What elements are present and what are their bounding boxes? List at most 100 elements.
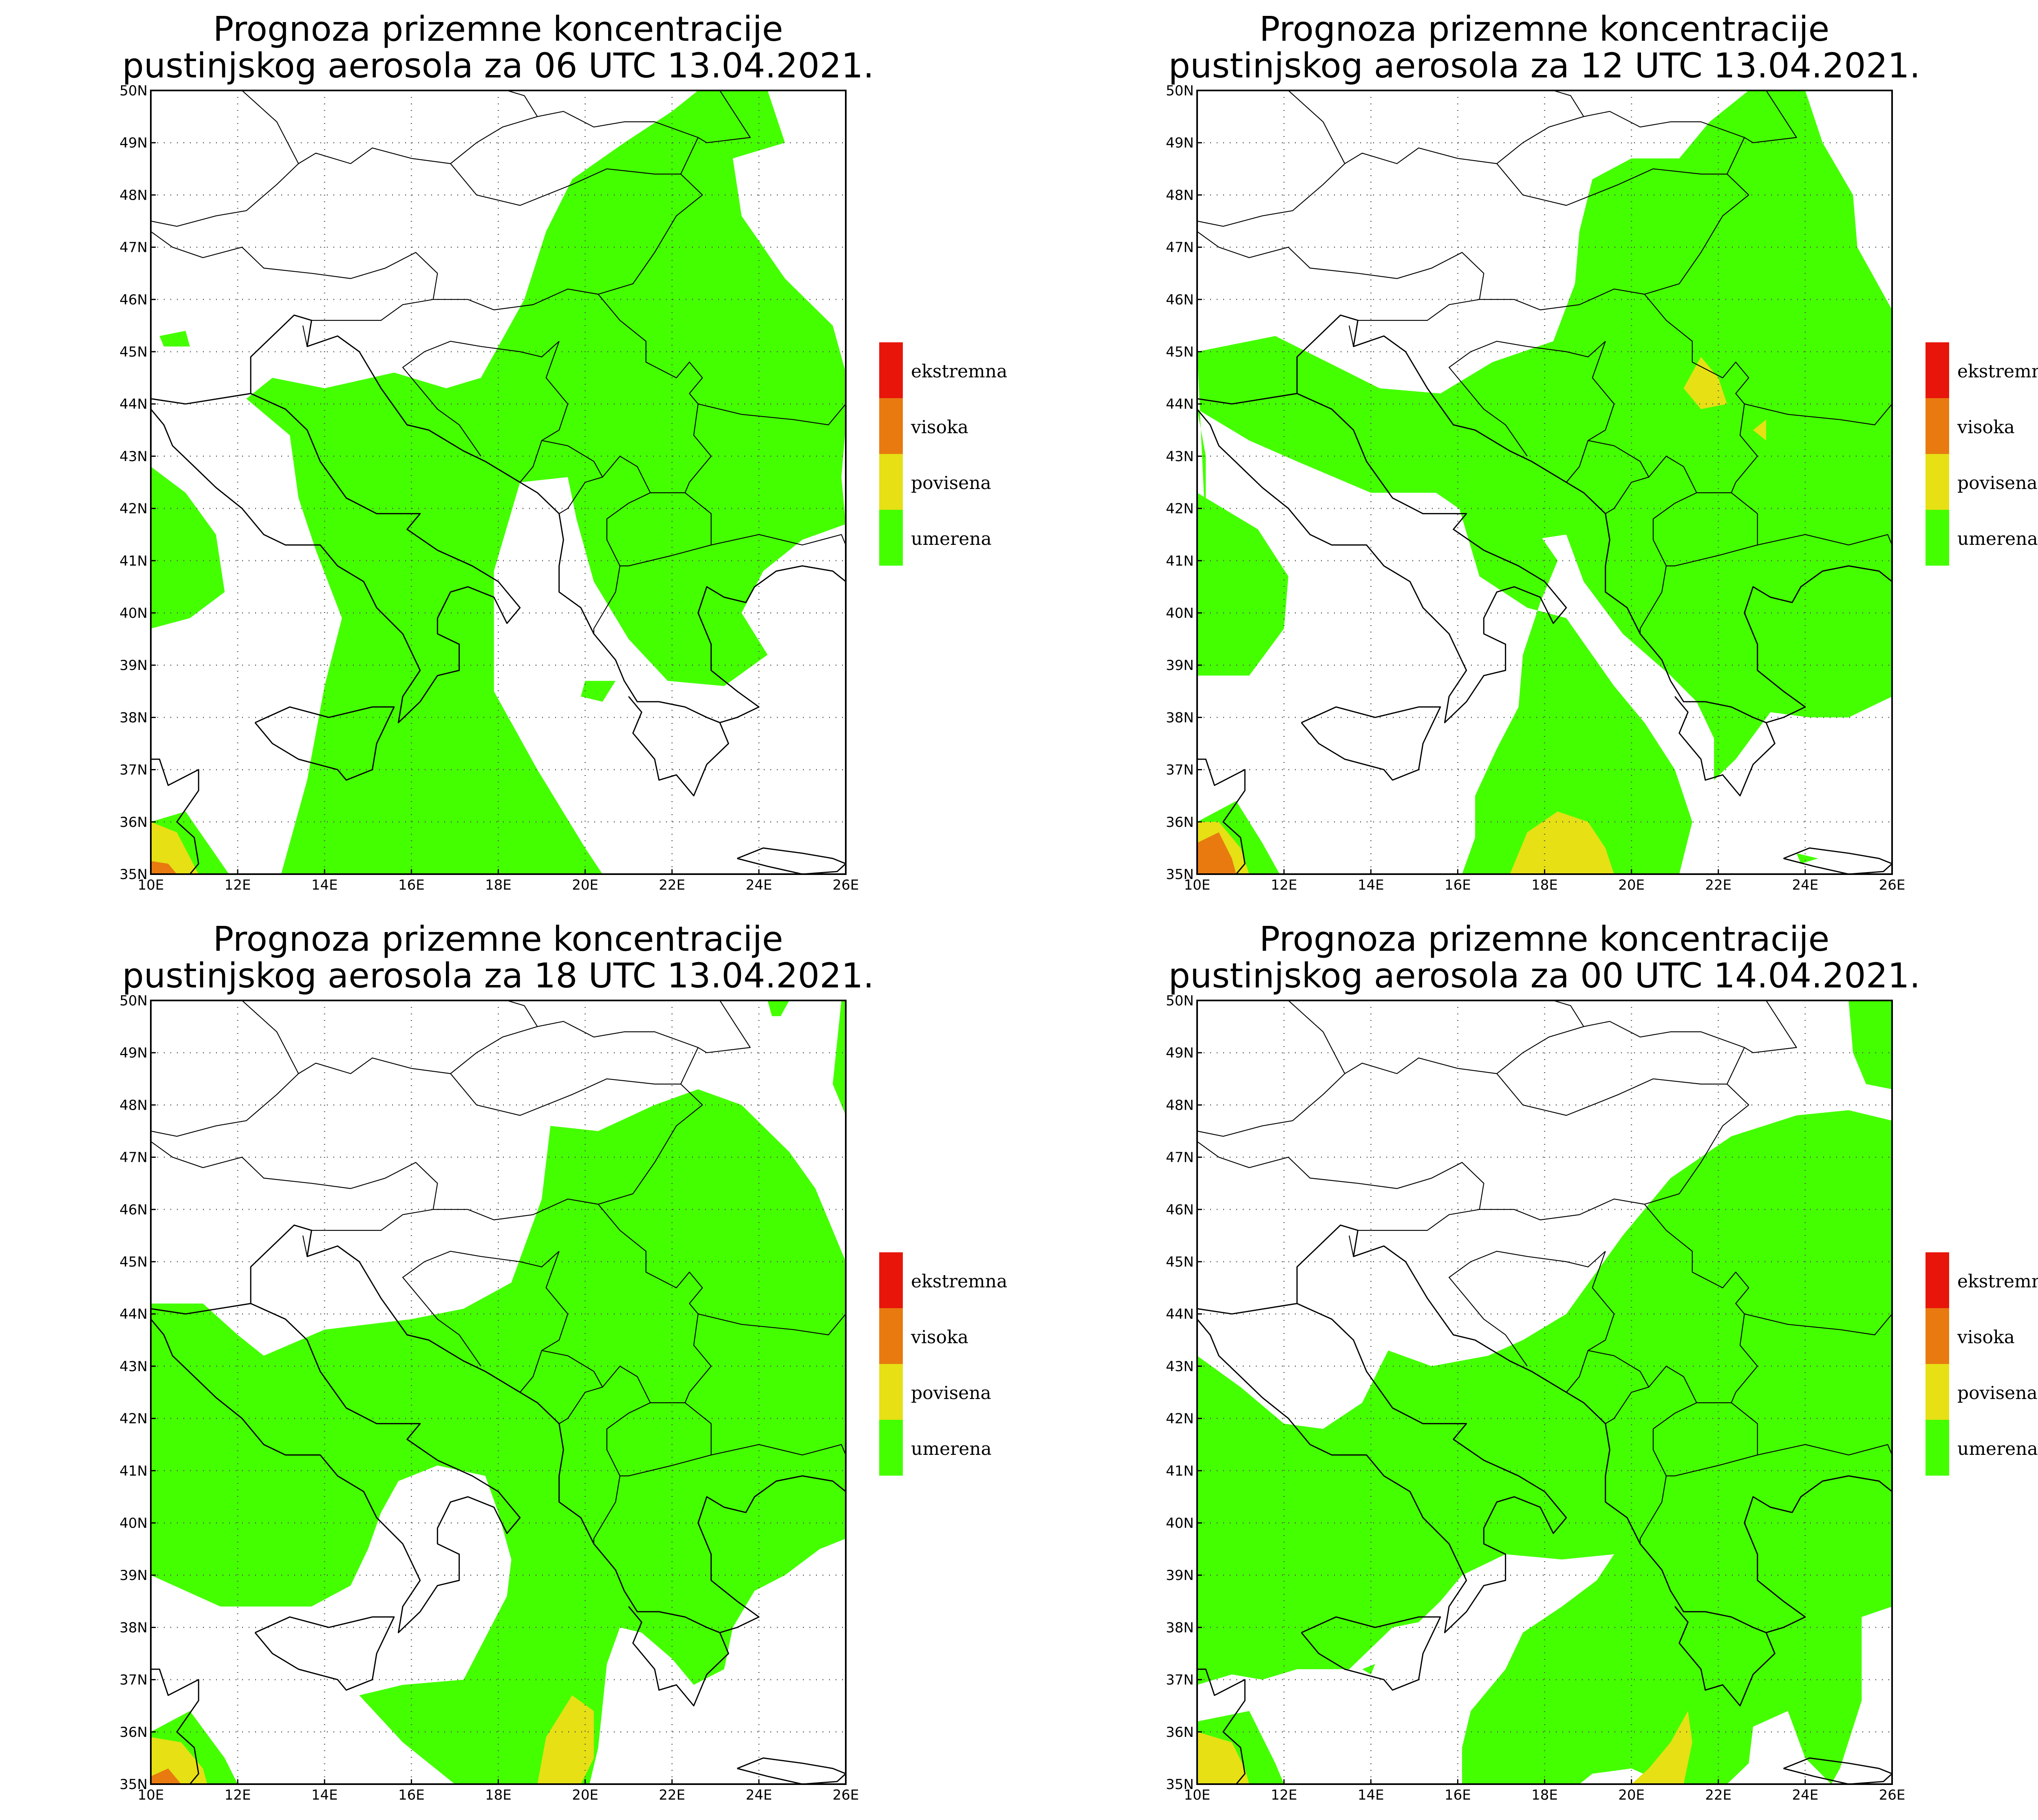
country-border	[1448, 341, 1606, 457]
map-area	[151, 90, 846, 874]
lat-tick-label: 47N	[1166, 1150, 1194, 1166]
lat-tick-label: 44N	[119, 1306, 148, 1322]
country-border	[311, 1084, 703, 1231]
lon-tick-label: 22E	[1705, 877, 1731, 893]
lat-tick-label: 38N	[1166, 709, 1194, 726]
lat-tick-label: 46N	[119, 292, 148, 308]
lon-tick-label: 16E	[398, 1787, 425, 1803]
coastline	[1197, 758, 1246, 874]
field-umerena	[581, 681, 616, 702]
field-povisena	[1197, 1732, 1249, 1784]
country-border	[151, 231, 438, 300]
legend-label-povisena: povisena	[1957, 1383, 2038, 1404]
panel-title-line1: Prognoza prizemne koncentracije	[213, 919, 783, 959]
country-border	[711, 534, 846, 546]
country-border	[311, 174, 703, 321]
lon-tick-label: 12E	[225, 1787, 251, 1803]
lat-tick-label: 48N	[1166, 187, 1194, 203]
country-border	[1644, 1204, 1749, 1314]
legend-label-ekstremna: ekstremna	[911, 361, 1007, 382]
lat-tick-label: 46N	[1166, 292, 1194, 308]
lon-tick-label: 24E	[1792, 1787, 1819, 1803]
lat-tick-label: 39N	[119, 1567, 148, 1584]
legend-label-visoka: visoka	[1957, 1327, 2015, 1348]
lat-tick-label: 36N	[1166, 1724, 1194, 1741]
country-border	[684, 404, 712, 493]
country-border	[1348, 325, 1354, 347]
legend-swatch-povisena	[1926, 454, 1949, 510]
lat-tick-label: 41N	[1166, 553, 1194, 569]
country-border	[242, 1000, 299, 1074]
lat-tick-label: 44N	[1166, 1306, 1194, 1322]
lon-tick-label: 20E	[572, 1787, 598, 1803]
legend-swatch-ekstremna	[879, 1252, 903, 1308]
coastline	[254, 1616, 395, 1691]
lat-tick-label: 40N	[1166, 605, 1194, 621]
legend-label-umerena: umerena	[1957, 529, 2038, 549]
legend: ekstremna visoka povisena umerena	[879, 1252, 1007, 1476]
lon-tick-label: 14E	[1358, 1787, 1384, 1803]
field-umerena	[1362, 1664, 1375, 1675]
lat-tick-label: 42N	[119, 501, 148, 517]
country-border	[1639, 1402, 1758, 1544]
lon-tick-label: 12E	[1271, 1787, 1297, 1803]
coastline	[151, 1224, 729, 1707]
legend: ekstremna visoka povisena umerena	[879, 342, 1007, 566]
country-border	[1731, 404, 1758, 493]
legend-swatch-umerena	[879, 510, 903, 566]
country-border	[1648, 456, 1697, 566]
legend-swatch-visoka	[1926, 1308, 1949, 1364]
coastline	[1301, 706, 1441, 781]
country-border	[1744, 90, 1797, 143]
legend-swatch-povisena	[1926, 1364, 1949, 1420]
lat-tick-label: 45N	[119, 344, 148, 360]
lon-tick-label: 24E	[1792, 877, 1819, 893]
country-border	[1648, 1366, 1697, 1476]
country-border	[698, 90, 751, 143]
field-povisena	[1683, 357, 1727, 409]
legend-swatch-umerena	[1926, 1420, 1949, 1476]
legend-label-ekstremna: ekstremna	[1957, 1271, 2038, 1292]
country-border	[1757, 534, 1892, 546]
panel-title-line1: Prognoza prizemne koncentracije	[213, 9, 783, 49]
lat-tick-label: 49N	[1166, 1045, 1194, 1061]
panel-title-line2: pustinjskog aerosola za 06 UTC 13.04.202…	[122, 46, 874, 86]
lat-tick-label: 50N	[1166, 83, 1194, 99]
country-border	[1358, 1084, 1749, 1231]
legend: ekstremna visoka povisena umerena	[1926, 1252, 2038, 1476]
lat-tick-label: 38N	[1166, 1619, 1194, 1636]
lon-tick-label: 16E	[1445, 1787, 1471, 1803]
field-umerena	[1848, 1000, 1892, 1089]
field-umerena	[159, 331, 190, 347]
coastline	[1301, 1616, 1441, 1691]
field-visoka	[151, 861, 177, 874]
country-border	[598, 1204, 703, 1314]
lat-tick-label: 48N	[119, 1097, 148, 1113]
lon-tick-label: 10E	[1184, 877, 1211, 893]
country-border	[1744, 403, 1892, 425]
lat-tick-label: 37N	[1166, 1672, 1194, 1688]
lat-tick-label: 37N	[119, 762, 148, 778]
country-border	[1553, 1000, 1584, 1027]
field-umerena	[833, 1000, 846, 1115]
legend-swatch-povisena	[879, 454, 903, 510]
lat-tick-label: 41N	[119, 553, 148, 569]
lon-tick-label: 18E	[485, 1787, 512, 1803]
coastline	[151, 314, 729, 797]
lat-tick-label: 36N	[119, 814, 148, 831]
legend-swatch-visoka	[879, 398, 903, 454]
coastline	[697, 565, 846, 723]
lat-tick-label: 48N	[119, 187, 148, 203]
legend-label-umerena: umerena	[1957, 1439, 2038, 1459]
country-border	[1348, 1235, 1354, 1257]
lat-tick-label: 45N	[1166, 1254, 1194, 1270]
legend-swatch-visoka	[879, 1308, 903, 1364]
country-border	[1731, 1314, 1758, 1403]
lat-tick-label: 35N	[1166, 866, 1194, 883]
country-border	[507, 90, 538, 117]
country-border	[1566, 341, 1615, 483]
country-border	[593, 1402, 712, 1544]
country-border	[698, 403, 846, 425]
lat-tick-label: 40N	[119, 605, 148, 621]
country-border	[602, 456, 651, 566]
